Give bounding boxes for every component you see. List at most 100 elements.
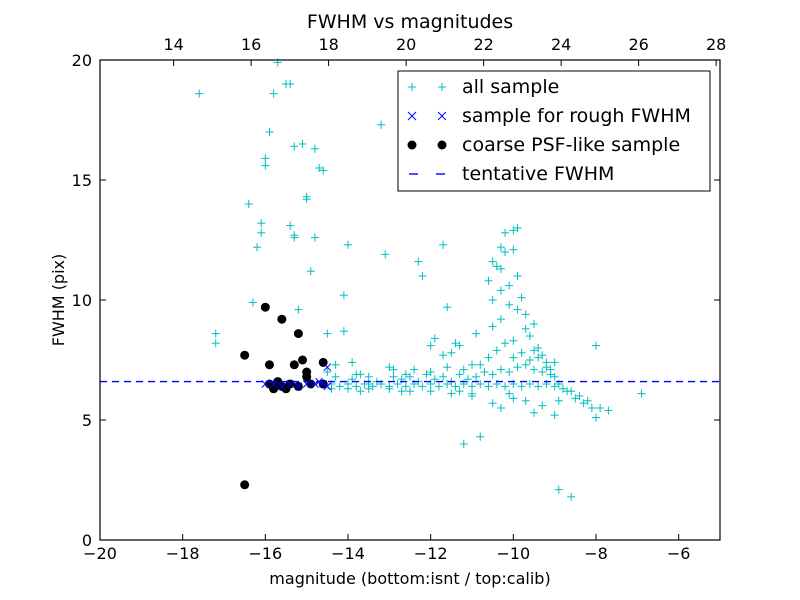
all-sample-point bbox=[571, 394, 580, 403]
all-sample-point bbox=[501, 339, 510, 348]
all-sample-point bbox=[248, 298, 257, 307]
all-sample-point bbox=[443, 303, 452, 312]
all-sample-point bbox=[261, 161, 270, 170]
all-sample-point bbox=[534, 353, 543, 362]
all-sample-point bbox=[534, 344, 543, 352]
all-sample-point bbox=[596, 404, 605, 412]
all-sample-point bbox=[443, 363, 452, 372]
y-tick-label: 10 bbox=[72, 291, 92, 310]
x-tick-label: −10 bbox=[496, 544, 530, 563]
all-sample-point bbox=[389, 365, 398, 374]
all-sample-point bbox=[505, 389, 514, 398]
all-sample-point bbox=[538, 351, 547, 360]
all-sample-point bbox=[323, 368, 332, 376]
all-sample-point bbox=[356, 387, 365, 396]
all-sample-point bbox=[389, 372, 398, 381]
all-sample-point bbox=[459, 365, 468, 374]
all-sample-point bbox=[509, 394, 518, 403]
all-sample-point bbox=[554, 396, 563, 405]
all-sample-point bbox=[546, 370, 555, 379]
all-sample-point bbox=[401, 382, 410, 391]
all-sample-point bbox=[492, 346, 501, 355]
all-sample-point bbox=[472, 372, 481, 381]
all-sample-point bbox=[567, 387, 576, 396]
all-sample-point bbox=[525, 332, 534, 340]
y-tick-label: 20 bbox=[72, 51, 92, 70]
psf-sample-point bbox=[240, 350, 250, 360]
all-sample-point bbox=[501, 228, 510, 237]
psf-sample-point bbox=[264, 360, 274, 370]
all-sample-point bbox=[211, 339, 220, 348]
all-sample-point bbox=[327, 384, 336, 393]
all-sample-point bbox=[331, 372, 340, 381]
all-sample-point bbox=[195, 89, 204, 98]
all-sample-point bbox=[550, 411, 559, 420]
all-sample-point bbox=[385, 363, 394, 372]
y-axis-label: FWHM (pix) bbox=[49, 254, 68, 347]
all-sample-point bbox=[269, 89, 278, 98]
all-sample-point bbox=[439, 372, 448, 381]
x-tick-label: −18 bbox=[166, 544, 200, 563]
all-sample-point bbox=[455, 370, 464, 379]
series-layer bbox=[195, 58, 646, 501]
all-sample-point bbox=[468, 382, 476, 391]
all-sample-point bbox=[587, 404, 596, 412]
all-sample-point bbox=[430, 334, 439, 343]
all-sample-point bbox=[604, 406, 613, 415]
all-sample-point bbox=[455, 341, 464, 350]
all-sample-point bbox=[513, 224, 522, 232]
all-sample-point bbox=[484, 382, 493, 391]
all-sample-point bbox=[447, 348, 456, 357]
all-sample-point bbox=[521, 324, 530, 333]
all-sample-point bbox=[509, 336, 518, 345]
legend-label-tentative-fwhm: tentative FWHM bbox=[462, 163, 614, 185]
all-sample-point bbox=[298, 140, 307, 148]
all-sample-point bbox=[348, 358, 357, 367]
all-sample-point bbox=[488, 399, 497, 408]
rough-fwhm-point bbox=[323, 363, 332, 372]
legend-label-all-sample: all sample bbox=[462, 76, 559, 98]
all-sample-point bbox=[480, 368, 489, 376]
all-sample-point bbox=[534, 382, 543, 391]
all-sample-point bbox=[393, 380, 402, 388]
top-tick-label: 20 bbox=[396, 35, 416, 54]
all-sample-point bbox=[364, 372, 373, 381]
all-sample-point bbox=[542, 363, 551, 372]
all-sample-point bbox=[496, 243, 505, 252]
all-sample-point bbox=[538, 401, 547, 410]
all-sample-point bbox=[509, 245, 518, 254]
all-sample-point bbox=[530, 320, 538, 328]
all-sample-point bbox=[406, 372, 414, 381]
all-sample-point bbox=[501, 382, 510, 391]
all-sample-point bbox=[323, 329, 332, 338]
all-sample-point bbox=[550, 372, 559, 381]
all-sample-point bbox=[418, 272, 427, 280]
all-sample-point bbox=[310, 144, 319, 153]
all-sample-point bbox=[592, 413, 600, 422]
x-tick-label: −6 bbox=[667, 544, 691, 563]
all-sample-point bbox=[496, 264, 505, 273]
all-sample-point bbox=[558, 384, 567, 393]
all-sample-point bbox=[521, 396, 530, 405]
all-sample-point bbox=[335, 382, 344, 391]
all-sample-point bbox=[377, 120, 386, 129]
all-sample-point bbox=[484, 276, 493, 285]
all-sample-point bbox=[290, 233, 299, 242]
legend-x-marker bbox=[437, 111, 447, 121]
all-sample-point bbox=[538, 368, 547, 376]
legend-dot-marker bbox=[437, 140, 447, 150]
all-sample-point bbox=[496, 365, 505, 374]
all-sample-point bbox=[488, 322, 497, 331]
all-sample-point bbox=[492, 262, 501, 271]
all-sample-point bbox=[525, 380, 534, 388]
all-sample-point bbox=[521, 360, 530, 369]
all-sample-point bbox=[430, 375, 439, 384]
psf-sample-point bbox=[240, 480, 250, 490]
all-sample-point bbox=[637, 389, 646, 398]
all-sample-point bbox=[550, 358, 559, 367]
all-sample-point bbox=[426, 387, 435, 396]
all-sample-point bbox=[257, 219, 266, 228]
legend-plus-marker bbox=[408, 83, 416, 91]
all-sample-point bbox=[521, 310, 530, 319]
